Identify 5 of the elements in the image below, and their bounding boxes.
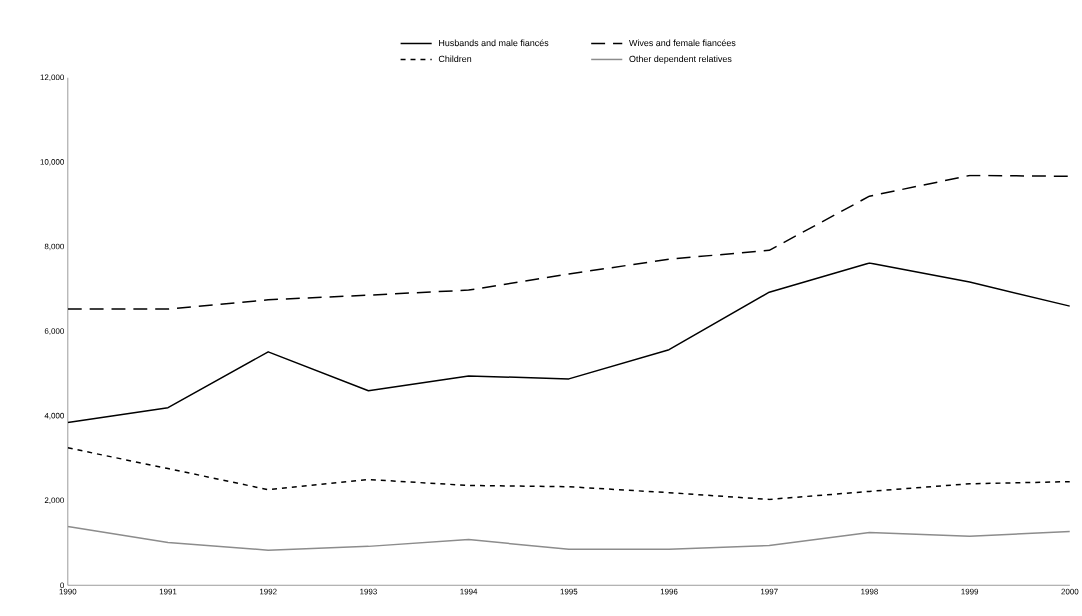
legend-label: Husbands and male fiancés [439, 39, 549, 47]
line-series [67, 525, 1070, 551]
legend-label: Wives and female fiancées [629, 39, 736, 47]
legend-label: Children [438, 55, 472, 62]
legend-label: Other dependent relatives [629, 55, 732, 64]
